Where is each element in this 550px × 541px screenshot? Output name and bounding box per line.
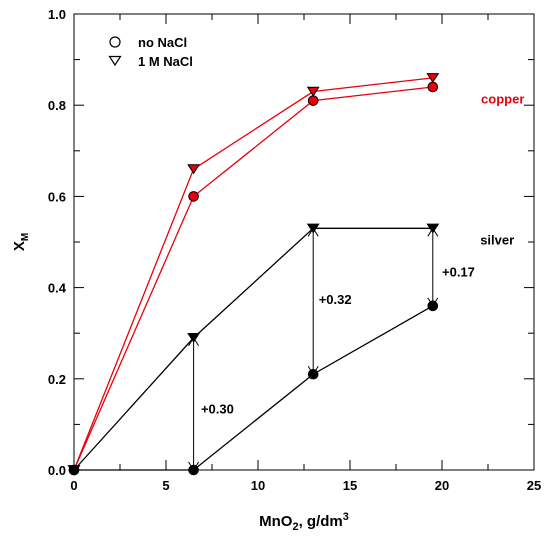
series-line-silver-circle [74,305,434,471]
series-line-copper-triangle-down [73,77,433,471]
data-point-silver-triangle [306,223,320,234]
x-tick-label: 20 [435,478,449,493]
legend: no NaCl 1 M NaCl [108,35,193,69]
data-point-copper-triangle [426,73,440,84]
y-tick-label: 0.2 [48,372,66,387]
plot-frame [73,13,535,471]
data-point-silver-circle [188,464,199,476]
x-axis-title: MnO2, g/dm3 [259,511,349,533]
data-point-silver-circle [427,300,439,312]
y-axis-title: XM [11,233,31,251]
y-tick-label: 1.0 [48,7,66,22]
legend-label-no-nacl: no NaCl [138,35,187,50]
legend-marker-triangle [108,55,122,67]
series-line-silver-triangle-down [73,227,433,471]
y-tick-label: 0.0 [48,463,66,478]
group-label-copper: copper [481,91,524,106]
x-axis-title-sub: 2 [292,521,298,533]
x-tick-label: 10 [251,478,265,493]
y-tick-label: 0.8 [48,98,66,113]
data-point-copper-circle [427,81,439,93]
difference-label: +0.32 [319,292,352,307]
x-tick-label: 15 [343,478,357,493]
y-axis-title-main: X [11,241,28,251]
data-point-silver-triangle [67,465,81,476]
series-layer [67,73,440,476]
data-point-silver-circle [307,368,319,380]
x-axis-title-main: MnO [259,513,293,530]
legend-label-1m-nacl: 1 M NaCl [138,54,193,69]
x-tick-label: 0 [70,478,77,493]
data-point-copper-triangle [187,164,201,175]
x-axis-title-rest: , g/dm [299,513,343,530]
axis-ticks [73,13,535,471]
series-line-copper-circle [73,86,433,471]
data-point-copper-circle [307,95,319,106]
y-tick-label: 0.6 [48,189,66,204]
x-axis-title-sup: 3 [343,511,349,523]
x-tick-label: 5 [162,478,169,493]
group-label-silver: silver [480,233,514,248]
y-axis-title-sub: M [20,233,31,241]
x-tick-label: 25 [527,478,541,493]
data-point-copper-circle [188,191,199,202]
data-point-copper-triangle [306,86,320,97]
group-labels: copper silver [480,91,524,247]
y-tick-label: 0.4 [48,281,67,296]
annotations: +0.30 +0.32 +0.17 [188,227,475,471]
difference-label: +0.30 [201,401,234,416]
data-point-silver-triangle [187,333,201,343]
data-point-silver-triangle [426,223,440,234]
tick-labels: 0 5 10 15 20 25 0.0 0.2 0.4 0.6 0.8 1.0 [48,7,541,493]
legend-marker-circle [109,36,121,48]
difference-label: +0.17 [442,265,475,280]
